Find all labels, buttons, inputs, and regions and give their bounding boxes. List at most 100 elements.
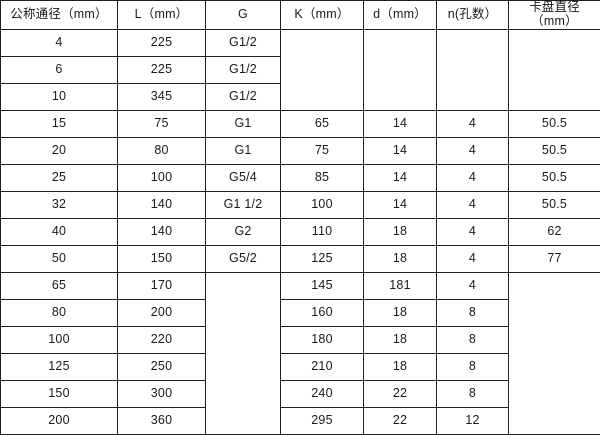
cell-k: 110 <box>281 218 364 245</box>
cell-nominal-diameter: 10 <box>1 83 118 110</box>
header-label: d（mm） <box>365 8 435 22</box>
table-body: 4 225 G1/2 6 225 G1/2 10 345 G1/2 <box>1 29 600 434</box>
cell-d: 14 <box>364 110 437 137</box>
cell-l: 200 <box>118 299 206 326</box>
header-label: G <box>207 8 279 22</box>
cell-l: 225 <box>118 29 206 56</box>
table-row: 20 80 G1 75 14 4 50.5 <box>1 137 600 164</box>
cell-k: 295 <box>281 407 364 434</box>
cell-n: 8 <box>437 380 509 407</box>
cell-d: 18 <box>364 245 437 272</box>
cell-k: 125 <box>281 245 364 272</box>
cell-chuck-diameter: 77 <box>509 245 600 272</box>
cell-d: 14 <box>364 164 437 191</box>
cell-nominal-diameter: 200 <box>1 407 118 434</box>
cell-n: 4 <box>437 191 509 218</box>
cell-d: 18 <box>364 299 437 326</box>
cell-nominal-diameter: 40 <box>1 218 118 245</box>
cell-n: 4 <box>437 272 509 299</box>
cell-nominal-diameter: 6 <box>1 56 118 83</box>
cell-nominal-diameter: 100 <box>1 326 118 353</box>
cell-k: 180 <box>281 326 364 353</box>
cell-d: 22 <box>364 407 437 434</box>
column-header-l: L（mm） <box>118 1 206 30</box>
table-row: 15 75 G1 65 14 4 50.5 <box>1 110 600 137</box>
cell-l: 220 <box>118 326 206 353</box>
cell-n: 4 <box>437 164 509 191</box>
cell-d: 14 <box>364 137 437 164</box>
cell-g: G5/2 <box>206 245 281 272</box>
header-label: n(孔数） <box>438 8 507 22</box>
cell-l: 360 <box>118 407 206 434</box>
cell-l: 140 <box>118 218 206 245</box>
cell-nominal-diameter: 25 <box>1 164 118 191</box>
spec-table-container: 公称通径（mm） L（mm） G K（mm） d（mm） n(孔数） 卡盘直径（… <box>0 0 600 410</box>
table-row: 25 100 G5/4 85 14 4 50.5 <box>1 164 600 191</box>
cell-n: 8 <box>437 299 509 326</box>
cell-chuck-empty <box>509 29 600 110</box>
cell-l: 100 <box>118 164 206 191</box>
header-row: 公称通径（mm） L（mm） G K（mm） d（mm） n(孔数） 卡盘直径（… <box>1 1 600 30</box>
cell-d: 14 <box>364 191 437 218</box>
cell-nominal-diameter: 4 <box>1 29 118 56</box>
cell-nominal-diameter: 65 <box>1 272 118 299</box>
column-header-g: G <box>206 1 281 30</box>
cell-d: 18 <box>364 326 437 353</box>
cell-g: G2 <box>206 218 281 245</box>
cell-g: G5/4 <box>206 164 281 191</box>
cell-l: 300 <box>118 380 206 407</box>
cell-chuck-diameter: 50.5 <box>509 164 600 191</box>
cell-k: 240 <box>281 380 364 407</box>
cell-l: 150 <box>118 245 206 272</box>
cell-d: 18 <box>364 353 437 380</box>
cell-chuck-diameter: 50.5 <box>509 110 600 137</box>
cell-l: 225 <box>118 56 206 83</box>
cell-g: G1/2 <box>206 83 281 110</box>
cell-nominal-diameter: 80 <box>1 299 118 326</box>
table-row: 4 225 G1/2 <box>1 29 600 56</box>
cell-chuck-diameter: 50.5 <box>509 137 600 164</box>
cell-k: 65 <box>281 110 364 137</box>
cell-d: 181 <box>364 272 437 299</box>
cell-nominal-diameter: 20 <box>1 137 118 164</box>
cell-n: 4 <box>437 110 509 137</box>
cell-l: 170 <box>118 272 206 299</box>
cell-l: 140 <box>118 191 206 218</box>
table-row: 50 150 G5/2 125 18 4 77 <box>1 245 600 272</box>
column-header-chuck-diameter: 卡盘直径（mm） <box>509 1 600 30</box>
cell-nominal-diameter: 50 <box>1 245 118 272</box>
table-row: 65 170 145 181 4 <box>1 272 600 299</box>
header-label: 公称通径（mm） <box>2 8 116 22</box>
header-label: L（mm） <box>119 8 204 22</box>
cell-k: 145 <box>281 272 364 299</box>
cell-nominal-diameter: 15 <box>1 110 118 137</box>
cell-d: 22 <box>364 380 437 407</box>
cell-n: 4 <box>437 245 509 272</box>
table-header: 公称通径（mm） L（mm） G K（mm） d（mm） n(孔数） 卡盘直径（… <box>1 1 600 30</box>
cell-k-empty <box>281 29 364 110</box>
cell-n: 12 <box>437 407 509 434</box>
column-header-n-holes: n(孔数） <box>437 1 509 30</box>
cell-g: G1 <box>206 137 281 164</box>
cell-k: 75 <box>281 137 364 164</box>
cell-d-empty <box>364 29 437 110</box>
cell-g: G1/2 <box>206 29 281 56</box>
cell-d: 18 <box>364 218 437 245</box>
cell-nominal-diameter: 32 <box>1 191 118 218</box>
cell-nominal-diameter: 150 <box>1 380 118 407</box>
cell-k: 210 <box>281 353 364 380</box>
column-header-k: K（mm） <box>281 1 364 30</box>
cell-l: 80 <box>118 137 206 164</box>
column-header-nominal-diameter: 公称通径（mm） <box>1 1 118 30</box>
cell-k: 100 <box>281 191 364 218</box>
cell-k: 160 <box>281 299 364 326</box>
column-header-d: d（mm） <box>364 1 437 30</box>
cell-g: G1/2 <box>206 56 281 83</box>
table-row: 40 140 G2 110 18 4 62 <box>1 218 600 245</box>
cell-n: 4 <box>437 137 509 164</box>
cell-k: 85 <box>281 164 364 191</box>
cell-l: 345 <box>118 83 206 110</box>
cell-n: 8 <box>437 326 509 353</box>
cell-n-empty <box>437 29 509 110</box>
